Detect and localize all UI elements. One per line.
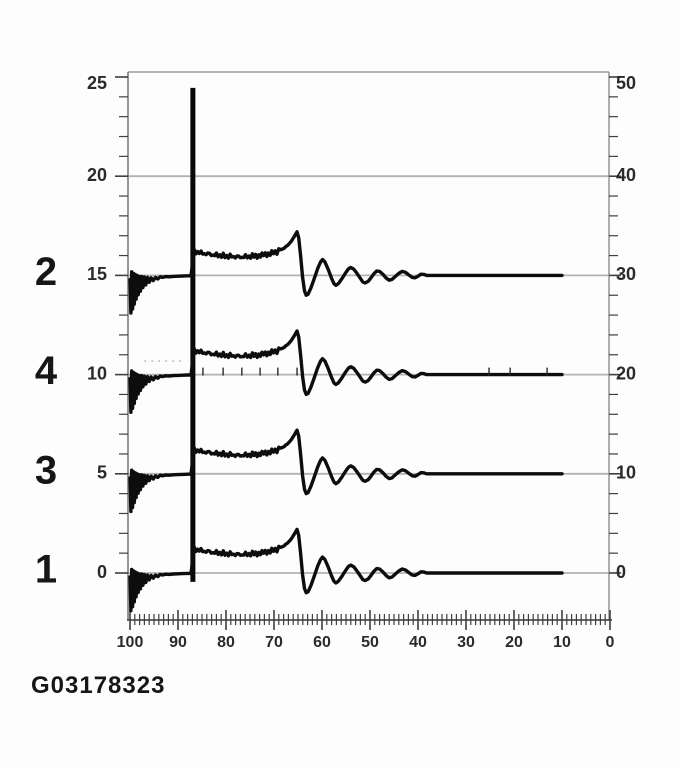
x-tick-label: 30 bbox=[457, 634, 475, 651]
y-left-tick-label: 25 bbox=[87, 73, 107, 93]
y-left-tick-label: 20 bbox=[87, 165, 107, 185]
channel-label-cyl-4: 4 bbox=[35, 349, 58, 393]
y-left-tick-label: 10 bbox=[87, 363, 107, 383]
y-left-tick-label: 0 bbox=[97, 562, 107, 582]
x-tick-label: 50 bbox=[361, 634, 379, 651]
waveform-trace-cyl-4 bbox=[128, 329, 564, 414]
waveform-trace-cyl-3 bbox=[128, 428, 564, 514]
x-tick-label: 20 bbox=[505, 634, 523, 651]
y-right-tick-label: 50 bbox=[616, 73, 636, 93]
x-tick-label: 100 bbox=[117, 634, 144, 651]
x-tick-label: 60 bbox=[313, 634, 331, 651]
x-tick-label: 0 bbox=[606, 634, 615, 651]
x-tick-label: 70 bbox=[265, 634, 283, 651]
channel-label-cyl-2: 2 bbox=[35, 250, 57, 294]
channel-label-cyl-1: 1 bbox=[35, 548, 57, 592]
y-left-tick-label: 5 bbox=[97, 463, 107, 483]
y-right-tick-label: 40 bbox=[616, 165, 636, 185]
y-right-tick-label: 0 bbox=[616, 562, 626, 582]
x-tick-label: 40 bbox=[409, 634, 427, 651]
channel-label-cyl-3: 3 bbox=[35, 448, 57, 492]
waveform-trace-cyl-2 bbox=[128, 230, 564, 315]
y-left-tick-label: 15 bbox=[87, 264, 107, 284]
y-right-tick-label: 10 bbox=[616, 463, 636, 483]
y-right-tick-label: 30 bbox=[616, 264, 636, 284]
x-tick-label: 10 bbox=[553, 634, 571, 651]
x-tick-label: 80 bbox=[217, 634, 235, 651]
y-right-tick-label: 20 bbox=[616, 363, 636, 383]
figure-id-caption: G03178323 bbox=[31, 672, 166, 699]
x-tick-label: 90 bbox=[169, 634, 187, 651]
waveform-trace-cyl-1 bbox=[128, 527, 564, 613]
